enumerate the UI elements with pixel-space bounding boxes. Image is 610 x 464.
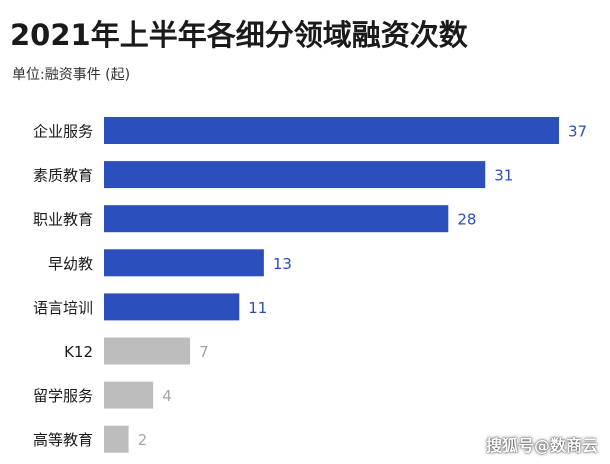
category-label: 早幼教 — [48, 255, 93, 273]
value-label: 37 — [568, 123, 587, 141]
value-label: 4 — [162, 387, 172, 405]
value-label: 11 — [248, 299, 267, 317]
category-label: 素质教育 — [33, 167, 93, 185]
value-label: 7 — [199, 343, 209, 361]
chart-title: 2021年上半年各细分领域融资次数 — [10, 18, 468, 52]
category-label: 留学服务 — [33, 387, 93, 405]
category-label: 语言培训 — [33, 299, 93, 317]
value-label: 31 — [494, 167, 513, 185]
category-label: 职业教育 — [33, 211, 93, 229]
bar — [104, 161, 486, 189]
bar — [104, 293, 240, 321]
watermark: 搜狐号@数商云 — [485, 436, 598, 455]
bar — [104, 249, 264, 277]
category-label: 企业服务 — [33, 123, 93, 141]
category-label: K12 — [64, 343, 93, 361]
value-label: 2 — [138, 431, 148, 449]
bar — [104, 205, 449, 233]
unit-label: 单位:融资事件 (起) — [12, 67, 131, 83]
bar — [104, 337, 191, 365]
value-label: 28 — [457, 211, 476, 229]
bar — [104, 381, 154, 409]
bar — [104, 117, 559, 144]
category-label: 高等教育 — [33, 431, 93, 449]
value-label: 13 — [273, 255, 292, 273]
bar — [104, 425, 129, 453]
